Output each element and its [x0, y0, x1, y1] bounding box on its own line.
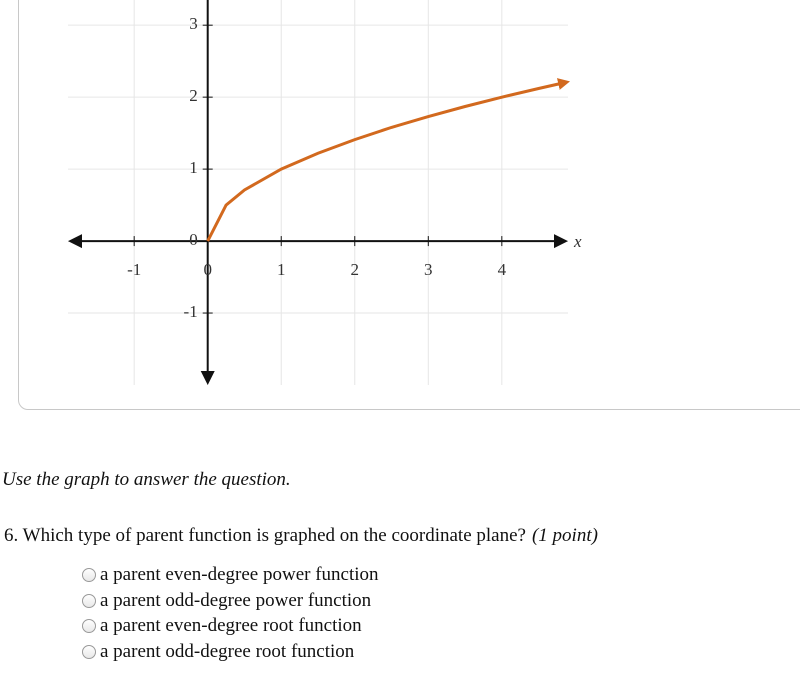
radio-button[interactable]	[82, 593, 96, 608]
graph-card	[18, 0, 800, 410]
answer-option[interactable]: a parent even-degree power function	[82, 564, 379, 586]
y-tick-label: 0	[189, 230, 198, 249]
x-axis-arrow	[554, 234, 568, 249]
x-tick-label: 2	[351, 260, 360, 279]
function-curve	[206, 78, 571, 242]
x-tick-label: -1	[127, 260, 141, 279]
answer-option[interactable]: a parent even-degree root function	[82, 615, 362, 637]
option-text: a parent odd-degree power function	[100, 589, 372, 611]
y-tick-label: 2	[189, 86, 198, 105]
y-axis-arrow	[200, 371, 215, 385]
x-tick-label: 1	[277, 260, 286, 279]
x-tick-label: 4	[498, 260, 507, 279]
radio-button[interactable]	[82, 568, 96, 582]
radio-button[interactable]	[82, 619, 96, 633]
answer-option[interactable]: a parent odd-degree power function	[82, 590, 371, 612]
graph: x -1 0 1 2 3 4 -1 0 1 2 3	[68, 0, 582, 385]
x-tick-label: 3	[424, 260, 433, 279]
question: 6. Which type of parent function is grap…	[4, 525, 598, 547]
option-text: a parent even-degree root function	[100, 615, 362, 636]
radio-button[interactable]	[82, 644, 96, 659]
option-text: a parent even-degree power function	[100, 564, 379, 585]
question-points: (1 point)	[531, 525, 598, 546]
x-tick-label: 0	[203, 260, 212, 279]
x-axis-arrow	[68, 234, 82, 249]
option-text: a parent odd-degree root function	[100, 640, 355, 662]
question-text: 6. Which type of parent function is grap…	[4, 525, 526, 546]
x-axis-label: x	[573, 232, 582, 251]
y-tick-label: -1	[184, 302, 198, 321]
instruction: Use the graph to answer the question.	[2, 469, 291, 490]
answer-option[interactable]: a parent odd-degree root function	[82, 641, 354, 663]
y-tick-label: 3	[189, 14, 198, 33]
y-tick-label: 1	[189, 158, 198, 177]
